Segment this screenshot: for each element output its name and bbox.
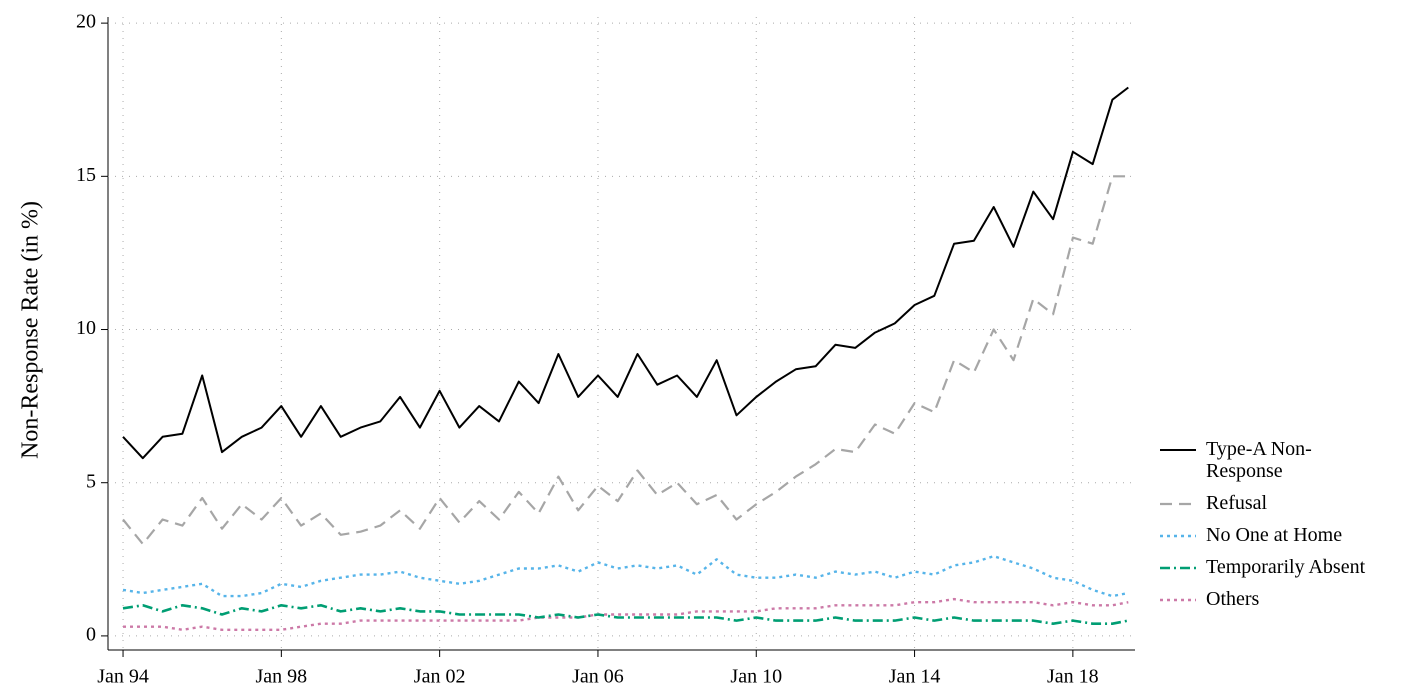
legend-item: Type-A Non-Response [1160,438,1415,482]
y-tick-label: 20 [76,11,96,33]
legend-item: Refusal [1160,492,1415,514]
series-line [122,175,1129,546]
legend-label: Type-A Non-Response [1206,438,1312,482]
chart: Non-Response Rate (in %) 0 5 10 15 20 Jan 94 J… [18,11,1135,688]
legend-label: Others [1206,588,1260,610]
legend-swatch [1160,534,1196,538]
x-tick-label: Jan 10 [730,666,782,688]
y-tick-label: 5 [86,470,96,492]
y-axis-label: Non-Response Rate (in %) [18,201,44,459]
series-line [122,555,1129,598]
legend: Type-A Non-Response Refusal No One at Home… [1160,438,1415,620]
x-tick-label: Jan 98 [256,666,308,688]
legend-label: Temporarily Absent [1206,556,1366,578]
legend-item: Others [1160,588,1415,610]
y-tick-label: 0 [86,623,96,645]
legend-swatch [1160,598,1196,602]
legend-item: Temporarily Absent [1160,556,1415,578]
x-tick-label: Jan 06 [572,666,624,688]
x-tick-label: Jan 94 [97,666,149,688]
x-tick-label: Jan 14 [889,666,941,688]
series-line [123,597,1129,631]
x-tick-label: Jan 18 [1047,666,1099,688]
legend-swatch [1160,502,1196,506]
series-line [122,86,1129,460]
legend-swatch [1160,566,1196,570]
legend-label: Refusal [1206,492,1268,514]
y-tick-label: 10 [76,317,96,339]
x-tick-label: Jan 02 [414,666,466,688]
legend-label: No One at Home [1206,524,1343,546]
y-tick-label: 15 [76,164,96,186]
legend-swatch [1160,449,1196,451]
legend-item: No One at Home [1160,524,1415,546]
